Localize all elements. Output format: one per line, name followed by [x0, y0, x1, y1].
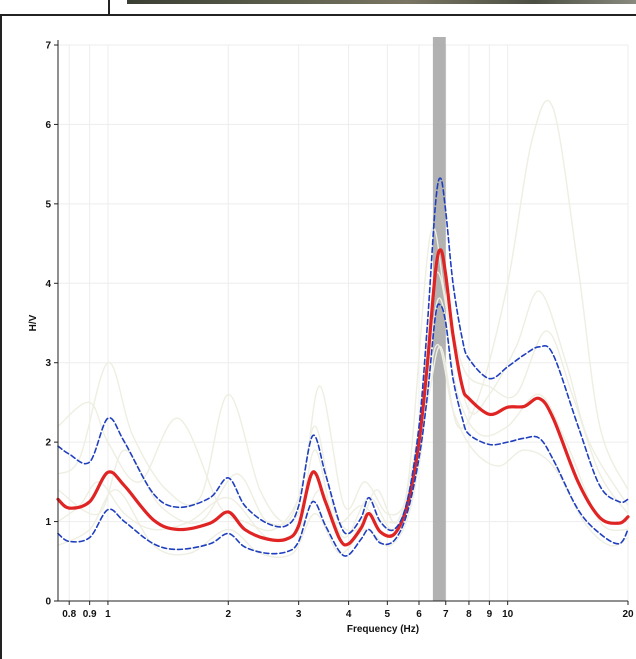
y-tick-label: 5 [45, 199, 51, 210]
x-tick-label: 20 [622, 609, 634, 620]
window-curves [57, 99, 629, 559]
x-axis-title: Frequency (Hz) [347, 624, 419, 635]
y-tick-label: 7 [45, 41, 51, 52]
left-frame-line [0, 14, 2, 659]
series-layer [56, 177, 630, 557]
series-mean-line [56, 248, 630, 547]
top-frame-line [0, 14, 636, 16]
strip-divider [108, 0, 110, 14]
x-tick-label: 0.9 [83, 609, 97, 620]
grid [58, 44, 629, 602]
y-axis-title: H/V [28, 314, 39, 331]
peak-band-layer [432, 37, 446, 601]
x-tick-label: 6 [416, 609, 422, 620]
x-tick-label: 2 [225, 609, 231, 620]
x-tick-label: 5 [385, 609, 391, 620]
axes [57, 40, 628, 602]
x-tick-label: 4 [346, 609, 352, 620]
peak-band [432, 37, 446, 601]
y-tick-label: 2 [45, 438, 51, 449]
y-tick-label: 3 [45, 358, 51, 369]
x-tick-label: 7 [443, 609, 449, 620]
y-tick-label: 6 [45, 120, 51, 131]
x-tick-label: 8 [466, 609, 472, 620]
series-upper-line [57, 177, 629, 535]
window-curve [57, 99, 629, 523]
x-tick-label: 3 [296, 609, 302, 620]
y-tick-label: 1 [45, 517, 51, 528]
x-tick-label: 1 [105, 609, 111, 620]
window-curve [57, 271, 629, 532]
photo-strip [127, 0, 636, 4]
y-tick-label: 4 [45, 279, 51, 290]
x-tick-label: 9 [487, 609, 493, 620]
y-tick-label: 0 [45, 597, 51, 608]
series-lower-line [57, 303, 629, 557]
x-tick-label: 0.8 [62, 609, 76, 620]
x-tick-label: 10 [502, 609, 514, 620]
window-curve [57, 227, 629, 526]
window-curve [57, 343, 629, 559]
x-tick-labels: 0.8 0.9 1 2 3 4 5 6 7 8 9 10 20 [62, 601, 634, 620]
y-tick-labels: 0 1 2 3 4 5 6 7 [45, 41, 58, 608]
